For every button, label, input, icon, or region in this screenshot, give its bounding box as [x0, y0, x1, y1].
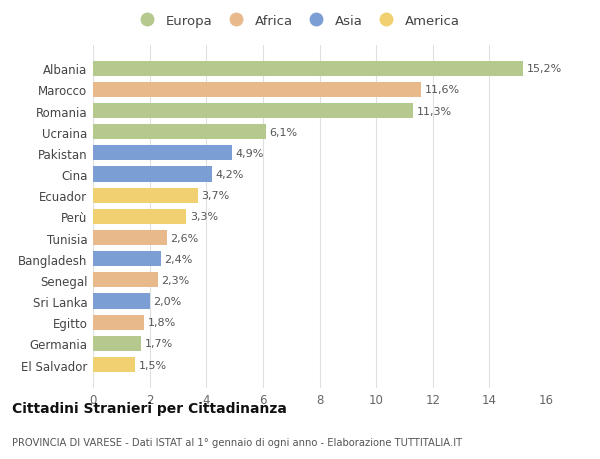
- Bar: [93, 230, 167, 246]
- Text: Cittadini Stranieri per Cittadinanza: Cittadini Stranieri per Cittadinanza: [12, 402, 287, 415]
- Text: 6,1%: 6,1%: [269, 128, 297, 137]
- Bar: [93, 146, 232, 161]
- Bar: [93, 209, 187, 224]
- Bar: [93, 125, 266, 140]
- Text: 11,6%: 11,6%: [425, 85, 460, 95]
- Legend: Europa, Africa, Asia, America: Europa, Africa, Asia, America: [134, 15, 460, 28]
- Text: 2,4%: 2,4%: [164, 254, 193, 264]
- Text: 15,2%: 15,2%: [527, 64, 562, 74]
- Bar: [93, 83, 421, 98]
- Text: 1,7%: 1,7%: [145, 339, 173, 348]
- Text: 1,5%: 1,5%: [139, 360, 167, 369]
- Text: 11,3%: 11,3%: [416, 106, 451, 116]
- Text: 4,2%: 4,2%: [215, 170, 244, 179]
- Bar: [93, 294, 149, 309]
- Bar: [93, 167, 212, 182]
- Text: 1,8%: 1,8%: [148, 318, 176, 327]
- Text: 4,9%: 4,9%: [235, 149, 263, 158]
- Text: 2,6%: 2,6%: [170, 233, 198, 243]
- Bar: [93, 252, 161, 267]
- Bar: [93, 104, 413, 119]
- Text: 3,3%: 3,3%: [190, 212, 218, 222]
- Bar: [93, 62, 523, 77]
- Text: 2,3%: 2,3%: [161, 275, 190, 285]
- Text: PROVINCIA DI VARESE - Dati ISTAT al 1° gennaio di ogni anno - Elaborazione TUTTI: PROVINCIA DI VARESE - Dati ISTAT al 1° g…: [12, 437, 462, 448]
- Bar: [93, 273, 158, 288]
- Bar: [93, 315, 144, 330]
- Bar: [93, 357, 136, 372]
- Text: 2,0%: 2,0%: [153, 297, 181, 306]
- Bar: [93, 336, 141, 351]
- Text: 3,7%: 3,7%: [201, 191, 229, 201]
- Bar: [93, 188, 198, 203]
